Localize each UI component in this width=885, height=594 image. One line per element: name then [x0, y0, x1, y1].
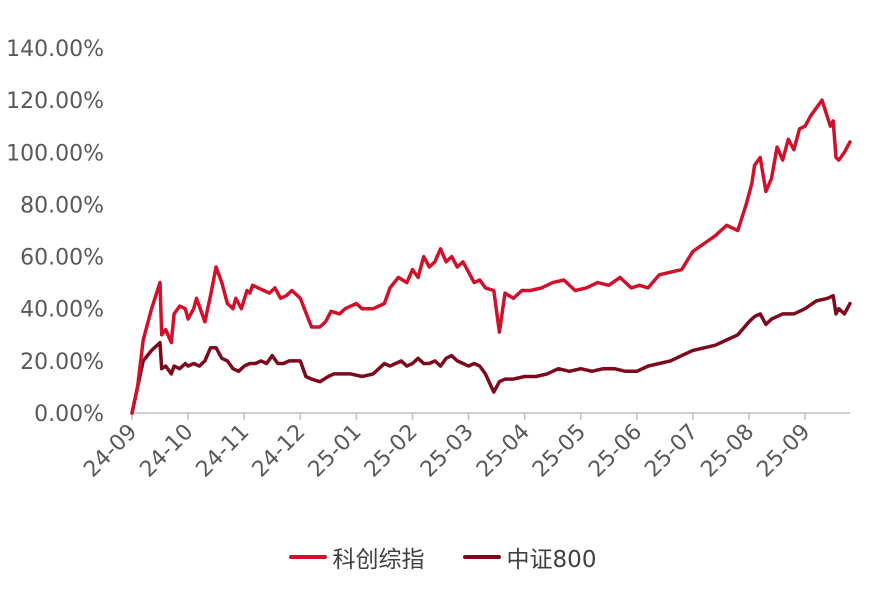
x-axis-ticks: 24-0924-1024-1124-1225-0125-0225-0325-04…	[79, 413, 815, 482]
series-line-kechuang	[130, 98, 852, 415]
x-tick-label: 24-11	[192, 420, 255, 483]
x-tick-label: 25-07	[640, 420, 703, 483]
series-line-csi800	[130, 293, 852, 415]
x-tick-label: 25-03	[416, 420, 479, 483]
legend-item-kechuang: 科创综指	[288, 540, 425, 574]
y-tick-label: 100.00%	[6, 141, 104, 166]
x-tick-label: 25-01	[304, 420, 367, 483]
x-tick-label: 25-06	[584, 420, 647, 483]
legend-label-kechuang: 科创综指	[332, 547, 425, 573]
x-tick-label: 25-08	[696, 420, 759, 483]
x-tick-label: 25-05	[528, 420, 591, 483]
x-tick-label: 24-09	[79, 420, 142, 483]
legend-label-csi800: 中证800	[506, 547, 597, 573]
legend-swatch-csi800	[462, 555, 501, 559]
x-tick-label: 25-02	[360, 420, 423, 483]
legend-item-csi800: 中证800	[462, 540, 597, 574]
series-lines	[130, 98, 852, 415]
x-tick-label: 25-09	[752, 420, 815, 483]
y-tick-label: 80.00%	[20, 193, 104, 218]
y-axis-ticks: 0.00% 20.00% 40.00% 60.00% 80.00% 100.00% 120.…	[6, 37, 104, 427]
y-tick-label: 120.00%	[6, 89, 104, 114]
y-tick-label: 0.00%	[34, 402, 104, 427]
x-tick-label: 24-12	[248, 420, 311, 483]
legend-swatch-kechuang	[288, 555, 327, 559]
x-tick-label: 25-04	[472, 420, 535, 483]
y-tick-label: 60.00%	[20, 246, 104, 271]
y-tick-label: 40.00%	[20, 298, 104, 323]
legend: 科创综指 中证800	[0, 540, 885, 574]
y-tick-label: 20.00%	[20, 350, 104, 375]
y-tick-label: 140.00%	[6, 37, 104, 62]
x-tick-label: 24-10	[135, 420, 198, 483]
